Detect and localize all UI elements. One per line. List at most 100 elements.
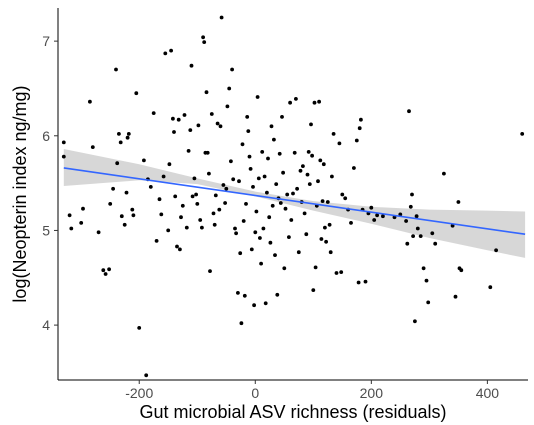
data-point (318, 158, 323, 163)
data-point (265, 190, 269, 195)
data-point (255, 95, 260, 99)
data-point (274, 182, 279, 187)
data-point (267, 215, 272, 220)
regression-line (63, 167, 526, 236)
data-point (79, 221, 84, 225)
data-point (262, 174, 267, 179)
data-point (67, 213, 72, 218)
data-point (204, 90, 209, 95)
data-point (218, 124, 223, 129)
data-point (433, 241, 438, 246)
data-point (307, 182, 312, 187)
data-point (415, 226, 420, 231)
data-point (117, 132, 121, 136)
data-point (398, 212, 403, 217)
data-point (244, 202, 248, 206)
data-point (225, 104, 230, 109)
data-point (261, 226, 266, 231)
x-axis-title: Gut microbial ASV richness (residuals) (139, 402, 446, 422)
data-point (173, 194, 178, 199)
data-point (456, 200, 461, 204)
data-point (340, 192, 345, 197)
data-point (182, 113, 187, 117)
data-point (325, 200, 330, 204)
data-point (190, 194, 195, 199)
data-point (192, 176, 197, 181)
data-point (312, 100, 317, 105)
data-point (253, 230, 258, 235)
data-point (241, 219, 246, 223)
data-point (142, 158, 146, 163)
fit-line-layer (63, 167, 526, 236)
x-tick-label: -200 (125, 385, 153, 401)
data-point (359, 117, 363, 122)
data-point (302, 211, 307, 216)
data-point (126, 132, 131, 136)
data-point (327, 222, 332, 227)
data-point (122, 222, 127, 227)
data-point (251, 185, 255, 189)
y-tick-label: 6 (42, 128, 50, 144)
data-point (189, 63, 194, 68)
data-point (320, 199, 325, 204)
data-point (421, 266, 426, 271)
data-point (413, 319, 417, 324)
confidence-band (63, 149, 526, 258)
data-point (426, 300, 431, 305)
data-point (238, 251, 243, 256)
data-point (101, 268, 106, 273)
data-point (207, 171, 211, 176)
data-point (285, 192, 290, 197)
data-point (349, 221, 353, 225)
data-point (357, 126, 362, 131)
data-point (131, 213, 136, 218)
data-point (148, 185, 153, 189)
confidence-band-layer (63, 149, 526, 258)
data-point (167, 162, 172, 167)
data-point (289, 218, 294, 222)
data-point (405, 241, 410, 246)
data-point (108, 202, 113, 206)
data-point (180, 203, 185, 208)
data-point (520, 132, 525, 136)
data-point (88, 99, 92, 104)
data-point (172, 130, 176, 134)
data-point (194, 192, 199, 197)
data-point (343, 196, 348, 201)
data-point (313, 265, 318, 270)
data-point (213, 193, 218, 198)
data-point (258, 236, 262, 240)
data-point (171, 116, 175, 121)
data-point (69, 226, 74, 231)
data-point (296, 250, 301, 255)
data-point (166, 228, 171, 233)
data-point (178, 247, 182, 252)
data-point (239, 321, 244, 326)
data-point (209, 112, 214, 116)
data-point (212, 222, 217, 227)
data-point (263, 301, 268, 306)
data-point (287, 235, 291, 240)
data-point (337, 141, 342, 146)
data-point (242, 293, 247, 298)
data-point (280, 115, 284, 119)
data-point (254, 209, 259, 214)
x-tick-label: 200 (360, 385, 384, 401)
data-point (154, 239, 159, 243)
data-point (488, 285, 493, 290)
data-point (134, 91, 139, 96)
data-point (115, 161, 120, 166)
data-point (90, 145, 95, 150)
data-point (404, 219, 408, 223)
data-point (266, 156, 270, 161)
data-point (186, 149, 191, 153)
data-point (321, 162, 326, 167)
data-point (410, 192, 414, 197)
data-point (81, 206, 85, 211)
data-point (159, 212, 164, 217)
data-point (352, 166, 356, 170)
data-point (453, 294, 458, 299)
data-point (283, 206, 288, 211)
data-point (107, 267, 111, 272)
data-point (309, 122, 313, 127)
